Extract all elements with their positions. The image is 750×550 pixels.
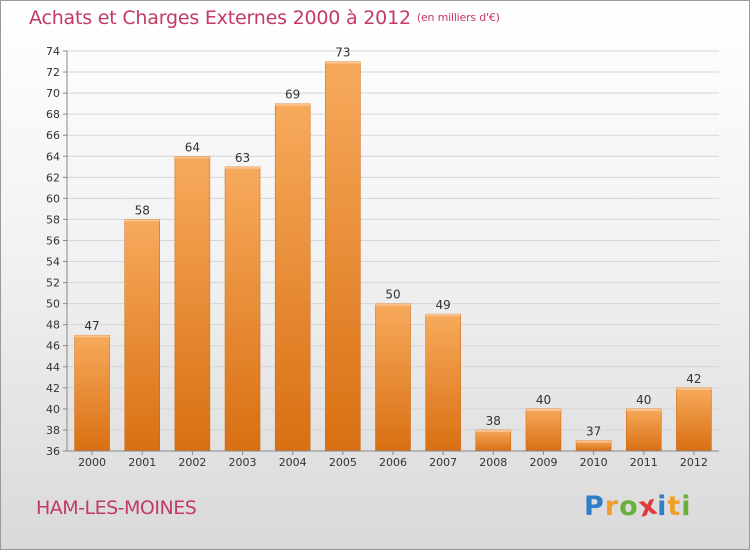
y-tick-label: 50 [46, 298, 60, 311]
value-label: 40 [536, 393, 551, 407]
logo-letter: P [584, 491, 605, 522]
value-label: 58 [135, 203, 150, 217]
chart-title: Achats et Charges Externes 2000 à 2012 (e… [29, 7, 500, 29]
y-tick-label: 52 [46, 277, 60, 290]
logo-letter: i [657, 491, 668, 522]
bar-highlight [676, 387, 712, 390]
x-tick-label: 2011 [630, 456, 658, 469]
x-tick-label: 2008 [479, 456, 507, 469]
bar-2012 [676, 387, 712, 452]
logo-letter: i [681, 491, 692, 522]
y-tick-label: 36 [46, 445, 60, 458]
bar-highlight [124, 219, 160, 222]
y-tick-label: 66 [46, 129, 60, 142]
x-axis: 2000 2001 2002 2003 2004 2005 2006 2007 2008 2009… [67, 450, 719, 469]
y-tick-label: 46 [46, 340, 60, 353]
bar-2001 [124, 219, 160, 452]
y-tick-label: 42 [46, 382, 60, 395]
x-tick-label: 2009 [529, 456, 557, 469]
y-tick-label: 38 [46, 424, 60, 437]
x-tick-label: 2005 [329, 456, 357, 469]
y-tick-label: 54 [46, 256, 60, 269]
y-tick-label: 74 [46, 45, 60, 58]
value-label: 40 [636, 393, 651, 407]
y-tick-label: 68 [46, 108, 60, 121]
bar-2004 [274, 103, 311, 452]
x-tick-label: 2010 [580, 456, 608, 469]
value-label: 49 [436, 298, 451, 312]
location-label: HAM-LES-MOINES [36, 497, 197, 519]
x-tick-label: 2001 [128, 456, 156, 469]
logo-letter: r [604, 491, 620, 522]
x-tick-label: 2003 [229, 456, 257, 469]
logo-letter: t [667, 491, 682, 522]
y-tick-label: 62 [46, 171, 60, 184]
bar-highlight [525, 408, 561, 411]
y-tick-label: 44 [46, 361, 60, 374]
value-label: 47 [84, 319, 99, 333]
value-label: 73 [335, 46, 350, 60]
value-label: 42 [686, 372, 701, 386]
bar-2003 [224, 166, 261, 452]
bar-2009 [525, 408, 562, 452]
bar-highlight [425, 314, 461, 317]
bar-highlight [275, 103, 311, 106]
y-tick-label: 40 [46, 403, 60, 416]
bar-highlight [74, 335, 110, 338]
value-label: 69 [285, 88, 300, 102]
bar-2000 [74, 334, 110, 452]
bar-2007 [425, 313, 461, 452]
bar-2006 [375, 303, 411, 452]
bar-2011 [626, 408, 662, 452]
y-tick-label: 70 [46, 87, 60, 100]
bar-highlight [576, 440, 612, 443]
y-tick-label: 60 [46, 192, 60, 205]
bar-highlight [475, 429, 511, 432]
y-tick-label: 58 [46, 213, 60, 226]
value-label: 50 [385, 288, 400, 302]
bar-2008 [475, 429, 512, 452]
y-axis: 36 38 40 42 44 46 48 50 52 54 56 58 60 62 64 66 68 70 72 74 [46, 45, 68, 458]
logo-letter: o [619, 491, 639, 522]
x-tick-label: 2002 [178, 456, 206, 469]
bar-highlight [225, 166, 261, 169]
value-label: 63 [235, 151, 250, 165]
bar-highlight [375, 303, 411, 306]
y-tick-label: 48 [46, 319, 60, 332]
y-tick-label: 64 [46, 150, 60, 163]
value-label: 38 [486, 414, 501, 428]
y-tick-label: 72 [46, 66, 60, 79]
value-label: 64 [185, 140, 200, 154]
y-tick-label: 56 [46, 234, 60, 247]
bar-highlight [626, 408, 662, 411]
bar-2005 [325, 61, 361, 452]
x-tick-label: 2004 [279, 456, 307, 469]
bar-highlight [174, 156, 210, 159]
x-tick-label: 2007 [429, 456, 457, 469]
x-tick-label: 2000 [78, 456, 106, 469]
bar-highlight [325, 61, 361, 64]
x-tick-label: 2012 [680, 456, 708, 469]
proxiti-logo: Proxiti [584, 489, 692, 523]
chart-unit-note: (en milliers d'€) [416, 11, 500, 24]
chart-title-text: Achats et Charges Externes 2000 à 2012 [29, 7, 411, 29]
x-tick-label: 2006 [379, 456, 407, 469]
bars: 47 58 64 63 69 73 50 49 38 40 37 40 42 [74, 46, 712, 452]
bar-2002 [174, 156, 211, 452]
value-label: 37 [586, 424, 601, 438]
